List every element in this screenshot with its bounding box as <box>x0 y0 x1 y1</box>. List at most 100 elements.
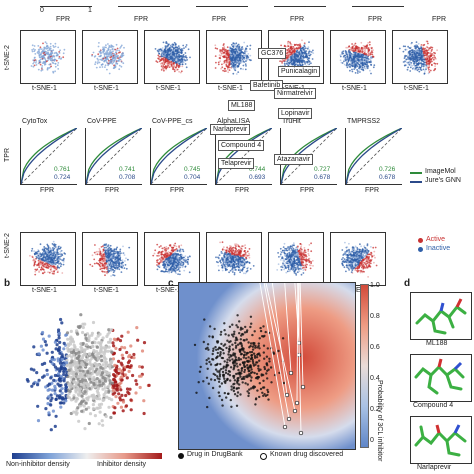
density-point <box>111 357 116 361</box>
drugbank-point <box>263 365 266 369</box>
tsne-row2-panel <box>268 232 324 286</box>
drugbank-point <box>237 358 241 362</box>
tsne-row1-xlabel: t-SNE-1 <box>218 85 243 92</box>
density-point <box>103 377 107 381</box>
density-point <box>32 345 36 349</box>
density-point <box>86 371 90 375</box>
density-point <box>60 396 65 400</box>
fpr-label: FPR <box>368 16 382 23</box>
density-point <box>36 383 40 387</box>
top-axis-3 <box>196 0 248 7</box>
auc-gnn: 0.678 <box>379 174 396 181</box>
density-point <box>58 401 63 405</box>
drugbank-point <box>262 394 265 397</box>
drugbank-point <box>213 327 216 331</box>
drugbank-point <box>272 352 276 355</box>
density-point <box>73 345 77 349</box>
density-point <box>74 365 78 369</box>
drugbank-point <box>218 375 222 378</box>
density-point <box>122 368 126 372</box>
drugbank-point <box>253 385 257 389</box>
density-point <box>126 330 130 334</box>
drugbank-point <box>236 326 239 329</box>
density-point <box>67 368 71 372</box>
drugbank-point <box>223 322 226 325</box>
drugbank-point <box>249 357 252 361</box>
drugbank-point <box>220 342 223 346</box>
drugbank-point <box>207 348 210 351</box>
density-point <box>82 381 86 385</box>
tsne-row2-panel-scatter <box>341 241 378 278</box>
drugbank-point <box>227 353 230 356</box>
drugbank-point <box>235 404 239 407</box>
tsne-row1-xlabel: t-SNE-1 <box>404 85 429 92</box>
drugbank-point <box>246 383 249 386</box>
density-point <box>95 371 99 375</box>
drugbank-point <box>234 336 238 339</box>
density-point <box>71 384 75 388</box>
density-point <box>60 357 64 362</box>
molecule-narlaprevir-structure <box>414 424 467 457</box>
density-point <box>100 350 104 354</box>
drug-label: Bafetinib <box>250 80 284 91</box>
drugbank-point <box>244 382 247 385</box>
panel-c <box>178 282 356 450</box>
molecule-compound4 <box>410 354 472 402</box>
drugbank-point <box>227 372 230 376</box>
density-point <box>81 341 85 346</box>
colorbar-tick: 1.0 <box>370 282 380 289</box>
drugbank-point <box>216 351 219 355</box>
drugbank-point <box>248 388 251 391</box>
tsne-row1-panel-scatter <box>91 42 125 75</box>
colorbar-tick: 0.6 <box>370 344 380 351</box>
tsne-row2-ylabel: t-SNE-2 <box>4 233 11 258</box>
drug-label: GC376 <box>258 48 287 59</box>
density-point <box>51 409 56 413</box>
roc-panel-title: CoV-PPE <box>87 118 117 125</box>
density-point <box>114 346 118 350</box>
legend-inactive: Inactive <box>426 245 451 252</box>
auc-imagemol: 0.727 <box>314 166 331 173</box>
tsne-row2-panel <box>206 232 262 286</box>
drugbank-point <box>267 398 270 401</box>
density-point <box>138 385 142 390</box>
density-point <box>117 371 121 375</box>
roc-xlabel: FPR <box>365 187 379 194</box>
tsne-row1-xlabel: t-SNE-1 <box>342 85 367 92</box>
drugbank-point <box>218 346 221 349</box>
density-point <box>131 373 135 378</box>
drugbank-point <box>231 343 234 346</box>
density-point <box>85 357 89 362</box>
drugbank-point <box>216 340 220 343</box>
drugbank-point <box>266 347 269 350</box>
drugbank-point <box>254 363 257 366</box>
tsne-row2-xlabel: t-SNE-1 <box>156 287 181 294</box>
density-point <box>47 411 51 415</box>
density-point <box>119 405 123 409</box>
drugbank-point <box>216 375 219 378</box>
density-point <box>50 388 55 392</box>
drugbank-point <box>237 356 240 360</box>
density-point <box>120 345 124 349</box>
density-point <box>110 359 114 363</box>
density-point <box>102 398 106 402</box>
drugbank-point <box>205 376 209 379</box>
drugbank-point <box>228 340 231 344</box>
density-point <box>101 387 105 391</box>
density-point <box>111 388 115 393</box>
drugbank-point <box>268 360 271 363</box>
density-point <box>82 350 86 354</box>
drugbank-point <box>259 368 262 371</box>
density-point <box>87 406 91 410</box>
drugbank-point <box>217 391 220 394</box>
density-point <box>80 394 84 398</box>
density-point <box>56 367 60 371</box>
top-axis-4 <box>274 0 326 7</box>
drugbank-point <box>236 314 239 317</box>
roc-curves <box>151 128 207 184</box>
drugbank-point <box>236 377 239 380</box>
drugbank-point <box>229 354 232 357</box>
density-point <box>117 392 121 396</box>
density-point <box>83 390 87 394</box>
density-point <box>62 401 66 405</box>
